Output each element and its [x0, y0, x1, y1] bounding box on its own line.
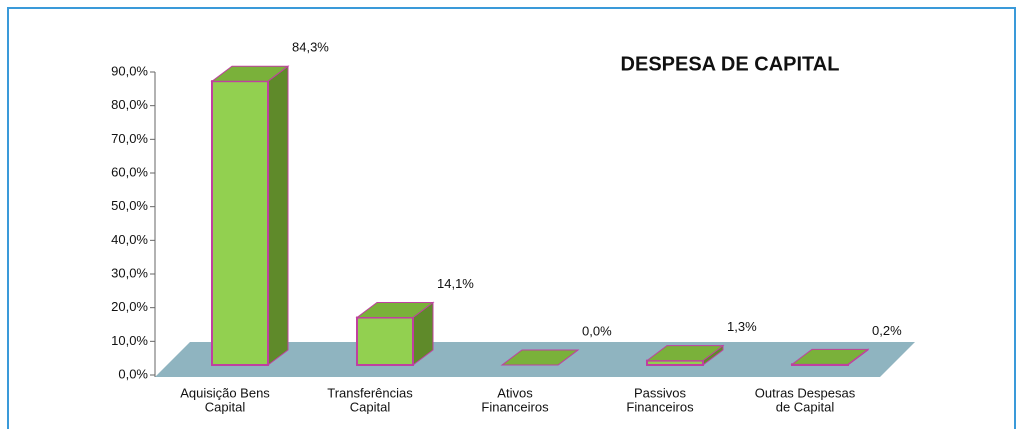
x-tick-label: Financeiros	[481, 399, 549, 414]
bar-side	[267, 65, 289, 366]
y-tick-label: 50,0%	[111, 198, 148, 213]
bar	[356, 316, 414, 366]
bar	[646, 359, 704, 366]
y-tick-label: 10,0%	[111, 333, 148, 348]
y-tick-label: 40,0%	[111, 232, 148, 247]
y-tick-label: 90,0%	[111, 63, 148, 78]
chart-title: DESPESA DE CAPITAL	[621, 53, 840, 75]
y-tick-label: 0,0%	[118, 366, 148, 381]
value-label: 0,2%	[872, 323, 902, 338]
x-tick-label: Ativos	[497, 385, 533, 400]
y-tick-label: 30,0%	[111, 265, 148, 280]
x-tick-label: Outras Despesas	[755, 385, 856, 400]
value-label: 1,3%	[727, 319, 757, 334]
x-tick-label: Capital	[205, 399, 246, 414]
y-tick-label: 80,0%	[111, 97, 148, 112]
x-tick-label: Capital	[350, 399, 391, 414]
bar-top	[645, 345, 725, 362]
x-tick-label: Aquisição Bens	[180, 385, 270, 400]
value-label: 84,3%	[292, 40, 329, 55]
x-tick-label: Financeiros	[626, 399, 694, 414]
y-tick-label: 70,0%	[111, 131, 148, 146]
bar-top	[355, 302, 435, 319]
bar-top	[500, 349, 580, 366]
value-label: 14,1%	[437, 276, 474, 291]
x-tick-label: Passivos	[634, 385, 687, 400]
y-tick-label: 20,0%	[111, 299, 148, 314]
y-tick-label: 60,0%	[111, 164, 148, 179]
x-tick-label: de Capital	[776, 399, 835, 414]
bar-top	[790, 348, 870, 365]
bar	[211, 80, 269, 366]
bar-top	[210, 65, 290, 82]
value-label: 0,0%	[582, 323, 612, 338]
x-tick-label: Transferências	[327, 385, 413, 400]
